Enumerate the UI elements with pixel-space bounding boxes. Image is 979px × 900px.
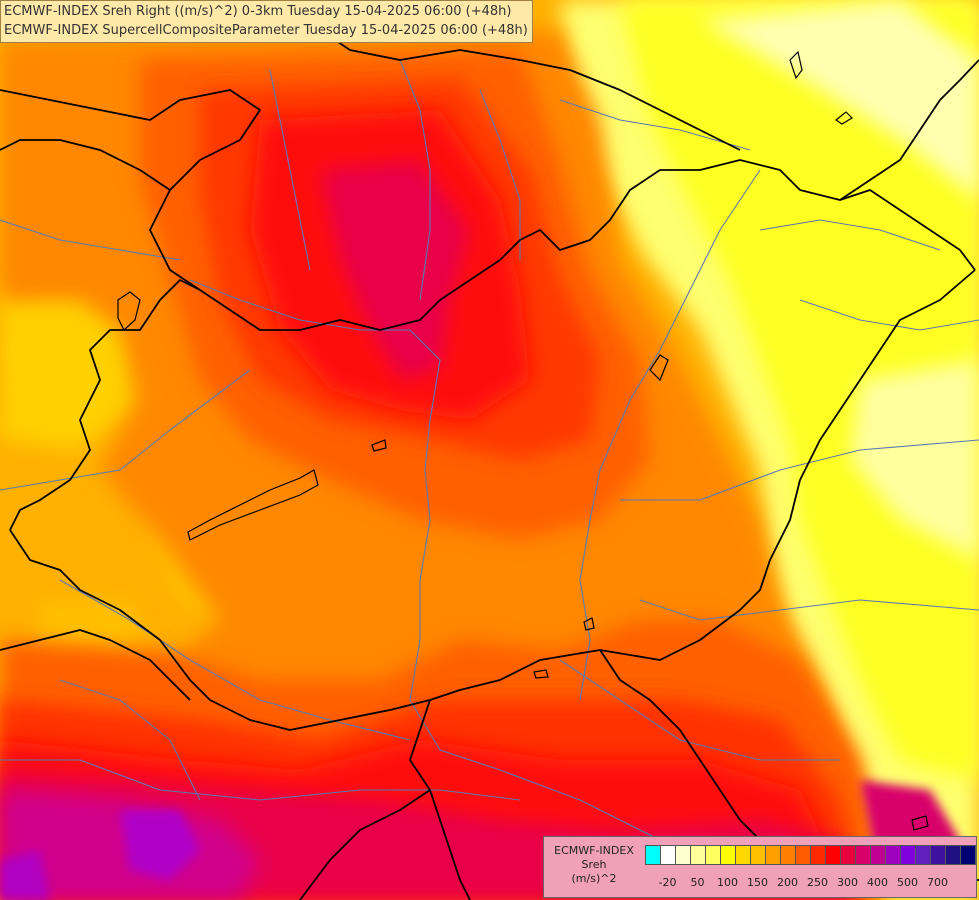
zone-pale-yellow-east [850,360,979,560]
legend-tick-label: 150 [747,876,768,889]
legend-swatch [825,845,841,865]
border-hungary-austria-west [9,279,201,531]
lake-small-south [583,617,595,631]
lake-small-south2 [533,669,549,679]
lake-small-center [371,439,387,452]
legend-title-model: ECMWF-INDEX [554,844,634,857]
border-north-slovakia-czech [0,139,171,191]
zone-yellow-east [620,0,979,780]
border-czech-slovak-austria [0,89,261,291]
river-east-1 [759,219,941,251]
legend-swatch [645,845,661,865]
lake-neusiedl [117,291,141,331]
river-east-2 [799,299,979,331]
border-bosnia [0,629,191,701]
legend-swatch [705,845,721,865]
color-legend: ECMWF-INDEX Sreh (m/s)^2 -20 50 100 150 200 2… [543,836,977,898]
river-south-2 [639,599,979,621]
legend-swatch [810,845,826,865]
legend-swatch [750,845,766,865]
river-tisza [579,169,761,701]
legend-tick-label: 250 [807,876,828,889]
river-drava [59,579,411,741]
legend-swatch [720,845,736,865]
border-poland-slovakia [299,0,741,151]
river-sava [0,759,521,801]
legend-title-variable: Sreh [581,858,607,871]
border-slovenia-croatia [9,529,431,731]
legend-swatch [885,845,901,865]
legend-swatch [675,845,691,865]
legend-swatch [735,845,751,865]
legend-swatch [930,845,946,865]
lake-small-ne [834,111,853,125]
legend-swatch [870,845,886,865]
legend-tick-label: 400 [867,876,888,889]
lake-small-east [649,354,669,382]
legend-swatch [660,845,676,865]
river-morava [269,69,311,271]
river-west [0,369,251,491]
river-north-2 [559,99,751,151]
legend-swatch [855,845,871,865]
legend-tick-label: 50 [690,876,705,889]
legend-tick-label: 500 [897,876,918,889]
legend-tick-label: 200 [777,876,798,889]
river-north-1 [0,219,181,261]
legend-tick-label: 100 [717,876,738,889]
legend-tick-label: 700 [927,876,948,889]
border-croatia-serbia [409,699,471,900]
border-bosnia-serbia [299,789,431,900]
river-vah [399,59,431,301]
legend-tick-label: -20 [658,876,677,889]
river-hron [479,89,521,260]
zone-gold-west [0,280,140,450]
legend-title-unit: (m/s)^2 [571,872,617,885]
zone-pale-yellow-ne [700,0,979,200]
border-austria-slovakia-hungary [199,159,976,331]
river-south-1 [559,659,840,761]
river-danube [189,279,721,851]
legend-swatch [915,845,931,865]
legend-tick-label: 300 [837,876,858,889]
lake-small-se [911,815,929,831]
legend-swatch [765,845,781,865]
zone-purple-west [0,850,50,900]
legend-swatch [960,845,976,865]
legend-swatch [945,845,961,865]
legend-swatch [780,845,796,865]
river-sw [59,679,201,801]
legend-swatch [900,845,916,865]
header-title-sreh: ECMWF-INDEX Sreh Right ((m/s)^2) 0-3km T… [4,4,512,19]
legend-title: ECMWF-INDEX Sreh (m/s)^2 [546,844,642,886]
lakes [117,50,929,831]
zone-purple-sw [120,810,200,880]
zone-crimson-north [320,160,470,380]
border-hungary-romania [429,269,976,701]
rivers [0,59,979,851]
lake-small-ne2 [789,50,803,80]
legend-swatch [690,845,706,865]
river-mures [620,439,979,501]
header-title-scp: ECMWF-INDEX SupercellCompositeParameter … [4,23,528,38]
border-serbia-romania [599,649,761,841]
legend-swatch [840,845,856,865]
lake-balaton [187,469,319,541]
chart-header: ECMWF-INDEX Sreh Right ((m/s)^2) 0-3km T… [0,0,533,43]
legend-swatch [795,845,811,865]
border-ukraine [839,59,979,201]
